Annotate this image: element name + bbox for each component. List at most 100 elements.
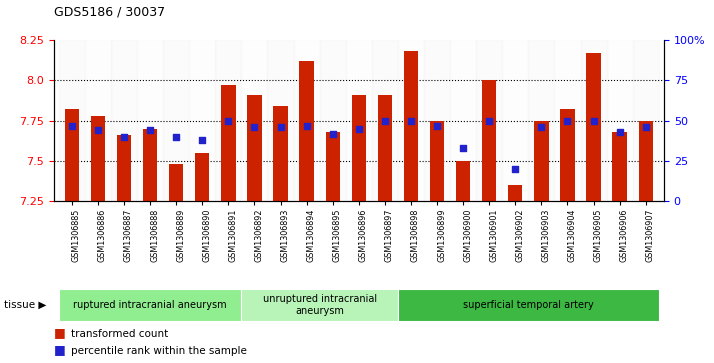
Bar — [638, 121, 653, 201]
Bar — [351, 95, 366, 201]
Bar — [534, 121, 548, 201]
Text: tissue ▶: tissue ▶ — [4, 300, 46, 310]
Text: GSM1306899: GSM1306899 — [437, 209, 446, 262]
Text: GSM1306889: GSM1306889 — [176, 209, 185, 262]
Bar — [346, 40, 372, 201]
Bar — [247, 95, 261, 201]
Bar — [633, 40, 659, 201]
Bar — [555, 40, 580, 201]
Text: GSM1306885: GSM1306885 — [72, 209, 81, 262]
Bar — [450, 40, 476, 201]
Text: transformed count: transformed count — [71, 329, 169, 339]
Text: ruptured intracranial aneurysm: ruptured intracranial aneurysm — [74, 300, 227, 310]
Bar — [169, 164, 183, 201]
Bar — [326, 132, 340, 201]
Text: GSM1306891: GSM1306891 — [228, 209, 237, 262]
Bar — [320, 40, 346, 201]
Point — [223, 118, 234, 123]
Text: GSM1306896: GSM1306896 — [359, 209, 368, 262]
Bar — [85, 40, 111, 201]
Text: ■: ■ — [54, 326, 65, 339]
Point — [353, 126, 365, 132]
Text: unruptured intracranial
aneurysm: unruptured intracranial aneurysm — [263, 294, 377, 316]
Text: GSM1306890: GSM1306890 — [202, 209, 211, 262]
Text: GSM1306900: GSM1306900 — [463, 209, 472, 262]
Bar — [241, 40, 268, 201]
Bar — [299, 61, 313, 201]
Point — [510, 166, 521, 172]
Point — [171, 134, 182, 140]
Text: GSM1306907: GSM1306907 — [645, 209, 655, 262]
Bar — [502, 40, 528, 201]
Text: GSM1306905: GSM1306905 — [593, 209, 603, 262]
Point — [327, 131, 338, 136]
Text: GSM1306897: GSM1306897 — [385, 209, 394, 262]
Bar — [195, 153, 209, 201]
Bar — [372, 40, 398, 201]
Bar — [216, 40, 241, 201]
Point — [379, 118, 391, 123]
Text: percentile rank within the sample: percentile rank within the sample — [71, 346, 247, 356]
Point — [196, 137, 208, 143]
Bar — [404, 51, 418, 201]
Text: GSM1306893: GSM1306893 — [281, 209, 289, 262]
Text: GSM1306894: GSM1306894 — [306, 209, 316, 262]
Bar — [163, 40, 189, 201]
Bar — [560, 109, 575, 201]
Text: ■: ■ — [54, 343, 65, 356]
Point — [640, 124, 651, 130]
Text: GDS5186 / 30037: GDS5186 / 30037 — [54, 5, 165, 18]
Bar — [607, 40, 633, 201]
Bar — [65, 109, 79, 201]
Bar — [59, 40, 85, 201]
Bar — [586, 53, 600, 201]
Bar — [528, 40, 555, 201]
Bar — [111, 40, 137, 201]
Point — [562, 118, 573, 123]
Point — [301, 123, 312, 129]
Bar — [137, 40, 163, 201]
Bar — [273, 106, 288, 201]
Bar — [613, 132, 627, 201]
Bar — [430, 121, 444, 201]
Bar — [456, 161, 471, 201]
Text: GSM1306886: GSM1306886 — [98, 209, 107, 262]
Text: superficial temporal artery: superficial temporal artery — [463, 300, 594, 310]
Point — [66, 123, 78, 129]
Text: GSM1306888: GSM1306888 — [150, 209, 159, 262]
Text: GSM1306903: GSM1306903 — [541, 209, 550, 262]
Bar — [59, 289, 241, 321]
Bar — [398, 289, 659, 321]
Text: GSM1306902: GSM1306902 — [516, 209, 524, 262]
Text: GSM1306895: GSM1306895 — [333, 209, 342, 262]
Bar — [580, 40, 607, 201]
Point — [483, 118, 495, 123]
Text: GSM1306906: GSM1306906 — [620, 209, 628, 262]
Bar — [91, 116, 105, 201]
Bar — [268, 40, 293, 201]
Point — [248, 124, 260, 130]
Text: GSM1306898: GSM1306898 — [411, 209, 420, 262]
Point — [536, 124, 547, 130]
Bar — [293, 40, 320, 201]
Bar — [508, 185, 523, 201]
Bar — [378, 95, 392, 201]
Bar — [398, 40, 424, 201]
Text: GSM1306887: GSM1306887 — [124, 209, 133, 262]
Bar — [221, 85, 236, 201]
Point — [275, 124, 286, 130]
Bar — [476, 40, 502, 201]
Bar — [143, 129, 157, 201]
Bar — [241, 289, 398, 321]
Point — [92, 127, 104, 133]
Point — [119, 134, 130, 140]
Point — [588, 118, 599, 123]
Bar — [482, 80, 496, 201]
Bar — [189, 40, 216, 201]
Point — [614, 129, 625, 135]
Point — [144, 127, 156, 133]
Point — [458, 145, 469, 151]
Bar — [424, 40, 450, 201]
Text: GSM1306901: GSM1306901 — [489, 209, 498, 262]
Text: GSM1306904: GSM1306904 — [568, 209, 576, 262]
